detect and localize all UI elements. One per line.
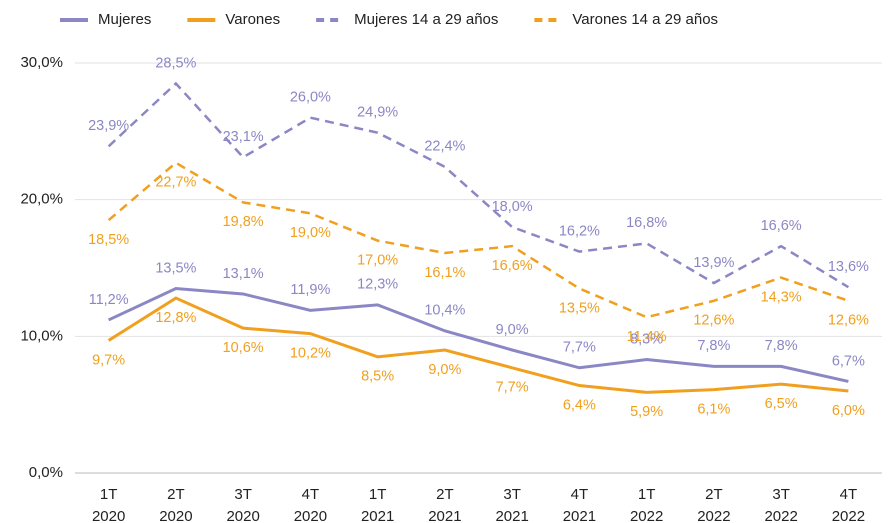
data-label: 8,5%	[361, 369, 394, 385]
y-tick-label: 30,0%	[20, 54, 63, 71]
data-label: 19,8%	[223, 214, 264, 230]
data-label: 13,1%	[223, 266, 264, 282]
series-line	[107, 161, 849, 319]
data-label: 12,3%	[357, 277, 398, 293]
data-label: 10,2%	[290, 345, 331, 361]
data-label: 18,5%	[88, 232, 129, 248]
series-line	[107, 296, 849, 394]
data-label: 13,9%	[693, 255, 734, 271]
data-label: 28,5%	[155, 55, 196, 71]
x-tick-label: 4T 2022	[832, 486, 865, 523]
data-label: 12,6%	[693, 313, 734, 329]
x-tick-label: 2T 2020	[159, 486, 192, 523]
data-label: 12,8%	[155, 310, 196, 326]
x-tick-label: 2T 2021	[428, 486, 461, 523]
data-label: 7,8%	[765, 338, 798, 354]
data-label: 16,1%	[424, 265, 465, 281]
x-tick-label: 3T 2020	[226, 486, 259, 523]
data-label: 6,4%	[563, 397, 596, 413]
data-label: 17,0%	[357, 252, 398, 268]
data-label: 6,1%	[697, 401, 730, 417]
data-label: 18,0%	[492, 199, 533, 215]
series-line	[107, 286, 849, 383]
data-label: 12,6%	[828, 313, 869, 329]
data-label: 23,1%	[223, 129, 264, 145]
data-label: 19,0%	[290, 225, 331, 241]
data-label: 7,7%	[496, 380, 529, 396]
data-label: 6,7%	[832, 353, 865, 369]
x-tick-label: 3T 2021	[495, 486, 528, 523]
data-label: 13,5%	[155, 260, 196, 276]
data-label: 9,0%	[496, 322, 529, 338]
data-label: 13,6%	[828, 259, 869, 275]
y-tick-label: 0,0%	[29, 464, 63, 481]
data-label: 9,7%	[92, 352, 125, 368]
data-label: 7,7%	[563, 340, 596, 356]
data-label: 16,6%	[492, 258, 533, 274]
data-label: 11,4%	[627, 329, 667, 345]
data-label: 14,3%	[761, 289, 802, 305]
data-label: 9,0%	[428, 362, 461, 378]
data-label: 22,4%	[424, 139, 465, 155]
data-label: 8,3%	[630, 331, 663, 347]
x-tick-label: 2T 2022	[697, 486, 730, 523]
x-tick-label: 3T 2022	[764, 486, 797, 523]
y-tick-label: 20,0%	[20, 191, 63, 208]
x-tick-label: 1T 2022	[630, 486, 663, 523]
data-label: 22,7%	[155, 175, 196, 191]
legend-label: Mujeres	[98, 11, 151, 28]
x-tick-label: 4T 2021	[563, 486, 596, 523]
data-label: 10,4%	[424, 303, 465, 319]
x-tick-label: 1T 2020	[92, 486, 125, 523]
data-label: 24,9%	[357, 105, 398, 121]
x-tick-label: 1T 2021	[361, 486, 394, 523]
data-label: 16,6%	[761, 218, 802, 234]
data-label: 11,2%	[89, 292, 129, 308]
data-label: 11,9%	[290, 282, 330, 298]
data-label: 5,9%	[630, 404, 663, 420]
x-tick-label: 4T 2020	[294, 486, 327, 523]
data-label: 26,0%	[290, 89, 331, 105]
data-label: 6,0%	[832, 403, 865, 419]
y-tick-label: 10,0%	[20, 327, 63, 344]
data-label: 23,9%	[88, 118, 129, 134]
data-label: 7,8%	[697, 338, 730, 354]
data-label: 16,2%	[559, 223, 600, 239]
legend-label: Varones 14 a 29 años	[572, 11, 718, 28]
legend-label: Mujeres 14 a 29 años	[354, 11, 498, 28]
data-label: 6,5%	[765, 396, 798, 412]
series-line	[107, 81, 850, 289]
legend-label: Varones	[225, 11, 280, 28]
data-label: 10,6%	[223, 340, 264, 356]
data-label: 16,8%	[626, 215, 667, 231]
data-label: 13,5%	[559, 300, 600, 316]
